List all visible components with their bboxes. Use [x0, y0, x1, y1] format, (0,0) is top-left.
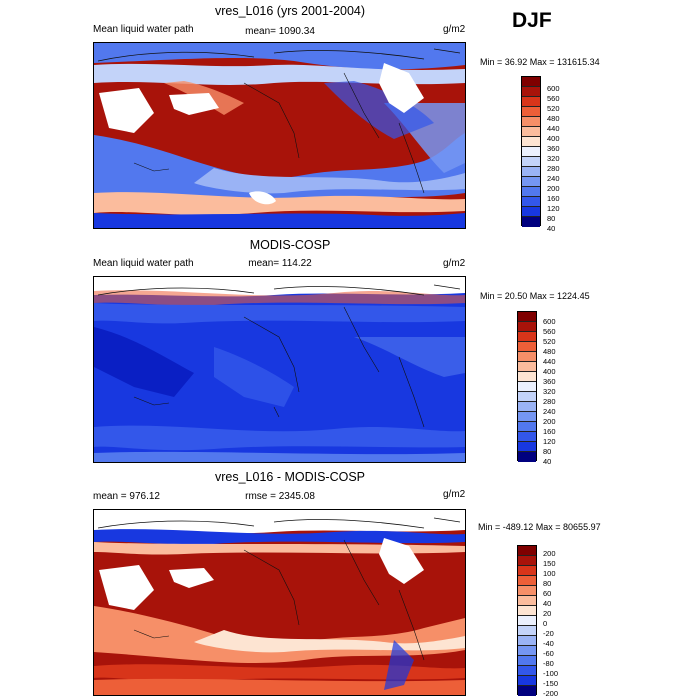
colorbar-tick: 560 — [543, 327, 556, 336]
colorbar-tick: 80 — [547, 214, 556, 223]
colorbar-tick: -100 — [543, 669, 559, 678]
colorbar-tick: 160 — [547, 194, 560, 203]
colorbar-tick: 600 — [543, 317, 556, 326]
units-label: g/m2 — [443, 489, 466, 500]
colorbar-tick: 100 — [543, 569, 556, 578]
colorbar-tick: 200 — [543, 417, 556, 426]
colorbar-tick: 320 — [547, 154, 560, 163]
units-label: g/m2 — [443, 258, 466, 269]
colorbar-tick: 120 — [547, 204, 560, 213]
colorbar-tick: 80 — [543, 447, 552, 456]
colorbar-tick: -150 — [543, 679, 559, 688]
colorbar-obs — [517, 311, 537, 462]
panel-title: vres_L016 (yrs 2001-2004) — [214, 4, 366, 18]
colorbar-tick: 60 — [543, 589, 552, 598]
map-obs — [93, 276, 466, 463]
colorbar-tick: -20 — [543, 629, 554, 638]
colorbar-tick: -200 — [543, 689, 559, 698]
colorbar-tick: 200 — [547, 184, 560, 193]
colorbar-tick: 0 — [543, 619, 548, 628]
colorbar-tick: 520 — [547, 104, 560, 113]
colorbar-tick: 200 — [543, 549, 556, 558]
colorbar-tick: 40 — [543, 457, 552, 466]
colorbar-tick: 40 — [543, 599, 552, 608]
colorbar-tick: 150 — [543, 559, 556, 568]
left-label: Mean liquid water path — [93, 24, 194, 35]
panel-title: MODIS-COSP — [249, 238, 331, 252]
colorbar-tick: 240 — [543, 407, 556, 416]
left-label: Mean liquid water path — [93, 258, 194, 269]
colorbar-tick: 440 — [547, 124, 560, 133]
colorbar-tick: 40 — [547, 224, 556, 233]
colorbar-tick: 240 — [547, 174, 560, 183]
colorbar-tick: -80 — [543, 659, 554, 668]
colorbar-model — [521, 76, 541, 227]
colorbar-tick: 120 — [543, 437, 556, 446]
mean-label: mean= 114.22 — [248, 258, 312, 269]
colorbar-tick: 160 — [543, 427, 556, 436]
colorbar-tick: -40 — [543, 639, 554, 648]
map-model — [93, 42, 466, 229]
season-label: DJF — [512, 9, 552, 32]
colorbar-tick: 400 — [543, 367, 556, 376]
rmse-label: rmse = 2345.08 — [245, 491, 315, 502]
colorbar-tick: 280 — [547, 164, 560, 173]
min-max-label: Min = 20.50 Max = 1224.45 — [480, 291, 590, 301]
mean-label: mean= 1090.34 — [245, 26, 315, 37]
colorbar-tick: 600 — [547, 84, 560, 93]
min-max-label: Min = 36.92 Max = 131615.34 — [480, 57, 600, 67]
colorbar-tick: 280 — [543, 397, 556, 406]
colorbar-tick: 480 — [547, 114, 560, 123]
colorbar-difference — [517, 545, 537, 696]
colorbar-tick: 360 — [543, 377, 556, 386]
colorbar-tick: -60 — [543, 649, 554, 658]
units-label: g/m2 — [443, 24, 466, 35]
colorbar-tick: 480 — [543, 347, 556, 356]
colorbar-tick: 560 — [547, 94, 560, 103]
colorbar-tick: 360 — [547, 144, 560, 153]
colorbar-tick: 440 — [543, 357, 556, 366]
colorbar-tick: 520 — [543, 337, 556, 346]
colorbar-tick: 400 — [547, 134, 560, 143]
colorbar-tick: 320 — [543, 387, 556, 396]
colorbar-tick: 80 — [543, 579, 552, 588]
panel-title: vres_L016 - MODIS-COSP — [214, 470, 366, 484]
left-label: mean = 976.12 — [93, 491, 160, 502]
map-difference — [93, 509, 466, 696]
min-max-label: Min = -489.12 Max = 80655.97 — [478, 522, 601, 532]
colorbar-tick: 20 — [543, 609, 552, 618]
